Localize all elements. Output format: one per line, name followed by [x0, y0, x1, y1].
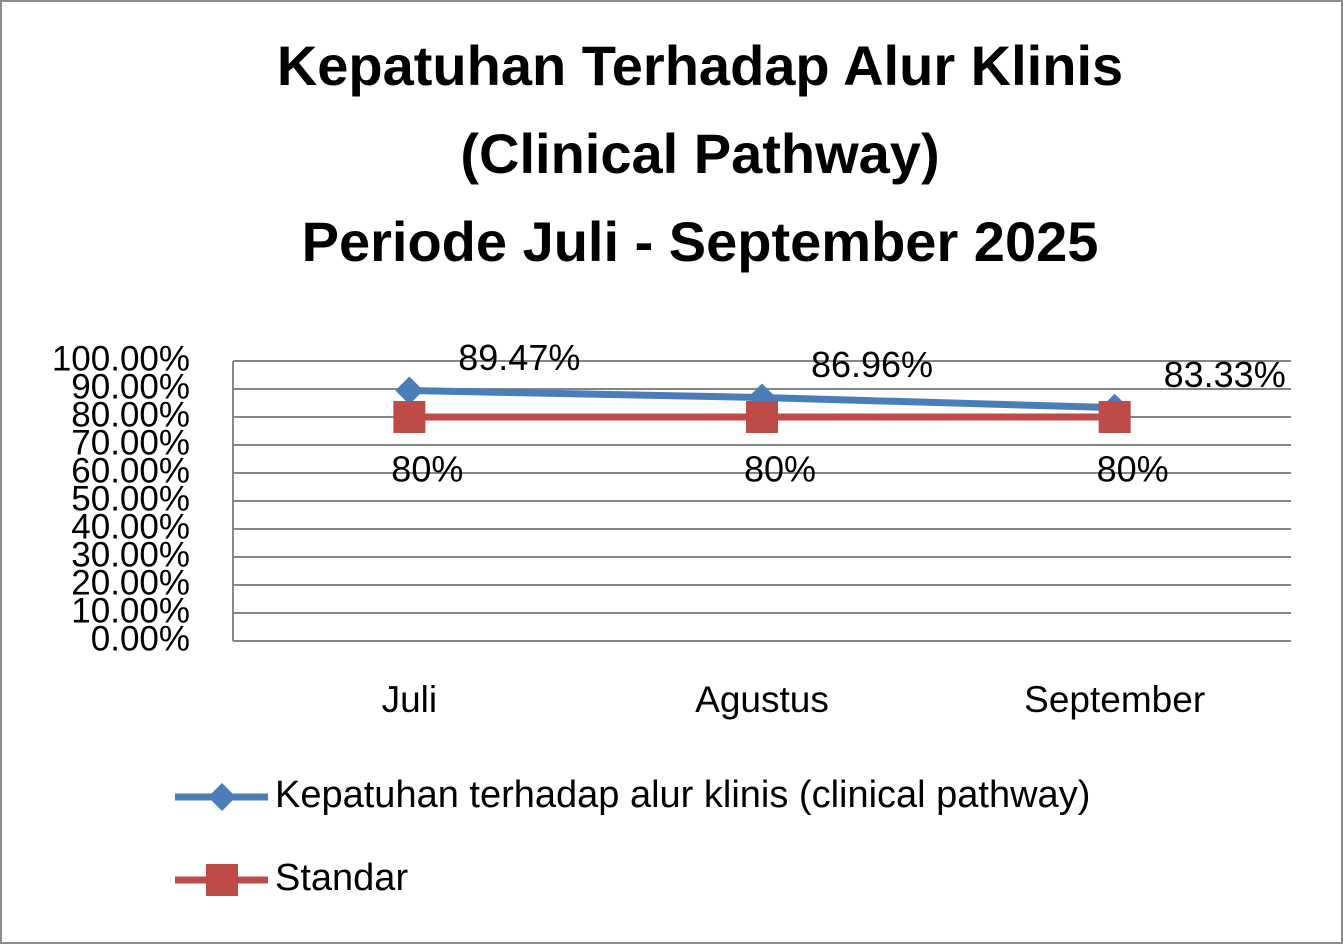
data-label: 80% [744, 449, 816, 490]
data-point [746, 401, 778, 433]
data-label: 80% [391, 449, 463, 490]
data-point [393, 401, 426, 433]
y-tick-label: 50.00% [71, 479, 190, 518]
y-tick-label: 30.00% [71, 535, 190, 574]
y-tick-label: 100.00% [52, 339, 190, 378]
data-label: 83.33% [1164, 354, 1286, 395]
y-tick-label: 60.00% [71, 451, 190, 490]
chart-title: Kepatuhan Terhadap Alur Klinis [277, 34, 1123, 97]
x-tick-label: Juli [382, 679, 438, 720]
chart-title: (Clinical Pathway) [460, 122, 939, 185]
legend-label: Kepatuhan terhadap alur klinis (clinical… [275, 774, 1090, 816]
legend-marker [206, 864, 238, 896]
x-tick-label: September [1024, 679, 1205, 720]
legend-marker [208, 783, 236, 811]
y-tick-label: 90.00% [71, 367, 190, 406]
y-tick-label: 20.00% [71, 563, 190, 602]
y-tick-label: 0.00% [91, 619, 190, 658]
x-tick-label: Agustus [695, 679, 829, 720]
y-tick-label: 70.00% [71, 423, 190, 462]
y-tick-label: 10.00% [71, 591, 190, 630]
data-point [395, 376, 424, 405]
legend-label: Standar [275, 857, 408, 899]
y-tick-label: 80.00% [71, 395, 190, 434]
data-label: 86.96% [811, 344, 933, 385]
data-point [1098, 401, 1131, 433]
data-label: 89.47% [458, 337, 580, 378]
y-tick-label: 40.00% [71, 507, 190, 546]
data-label: 80% [1097, 449, 1169, 490]
chart-title: Periode Juli - September 2025 [302, 210, 1099, 273]
